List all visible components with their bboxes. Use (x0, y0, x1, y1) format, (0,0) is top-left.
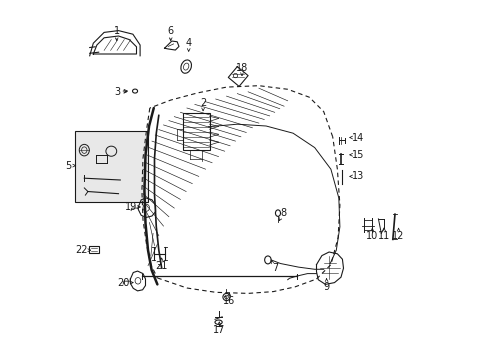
Bar (182, 113, 209, 150)
Text: 20: 20 (118, 278, 130, 288)
Text: 9: 9 (323, 282, 329, 292)
Text: 6: 6 (167, 26, 173, 36)
FancyBboxPatch shape (75, 131, 148, 202)
Text: 22: 22 (75, 245, 88, 255)
Text: 7: 7 (271, 263, 278, 273)
Text: 3: 3 (115, 87, 121, 97)
Text: 21: 21 (155, 261, 167, 271)
Text: 4: 4 (185, 38, 191, 48)
Text: 1: 1 (113, 26, 120, 36)
Text: 17: 17 (213, 325, 225, 336)
Text: 16: 16 (223, 296, 235, 306)
Text: 18: 18 (235, 63, 247, 73)
Text: 15: 15 (351, 150, 364, 160)
Text: 12: 12 (391, 231, 404, 241)
Text: 11: 11 (377, 231, 389, 241)
Text: 5: 5 (65, 161, 71, 171)
Text: 10: 10 (366, 231, 378, 241)
Text: 8: 8 (280, 208, 286, 218)
Text: 14: 14 (351, 132, 363, 143)
Text: 2: 2 (200, 98, 206, 108)
Text: 19: 19 (125, 202, 137, 212)
Bar (89, 246, 99, 253)
Text: 13: 13 (351, 171, 363, 181)
